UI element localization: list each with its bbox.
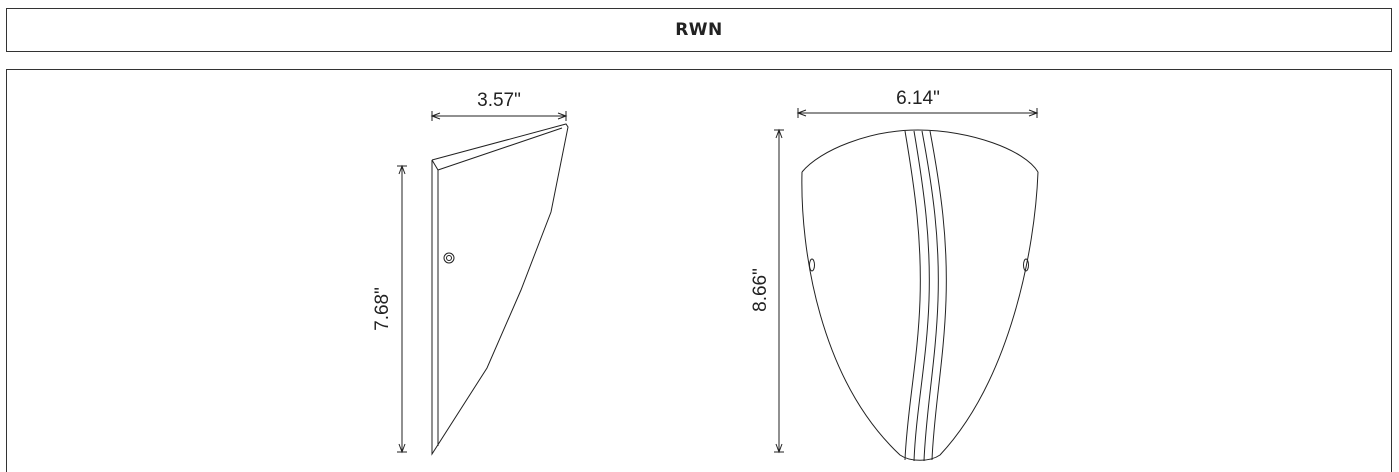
left-mount-hole-icon (809, 258, 815, 272)
front-center-seams (904, 130, 947, 462)
front-width-dimension: 6.14" (796, 88, 1039, 118)
right-mount-hole-icon (1023, 258, 1029, 272)
front-height-label: 8.66" (750, 268, 771, 312)
front-width-label: 6.14" (896, 88, 940, 109)
side-screw-icon (443, 252, 455, 264)
side-height-dimension: 7.68" (372, 164, 407, 454)
side-height-label: 7.68" (372, 287, 393, 331)
front-height-dimension: 8.66" (750, 128, 784, 454)
front-shade-outline (801, 129, 1039, 461)
side-view: 3.57" 7.68" (372, 90, 569, 456)
drawing-frame (6, 69, 1392, 472)
side-width-dimension: 3.57" (430, 90, 568, 121)
title-bar: RWN (6, 8, 1392, 52)
front-mount-holes (809, 258, 1029, 272)
front-view: 6.14" 8.66" (750, 88, 1039, 462)
side-width-label: 3.57" (477, 90, 521, 111)
model-title: RWN (675, 20, 723, 40)
side-shade-outline (431, 123, 569, 456)
